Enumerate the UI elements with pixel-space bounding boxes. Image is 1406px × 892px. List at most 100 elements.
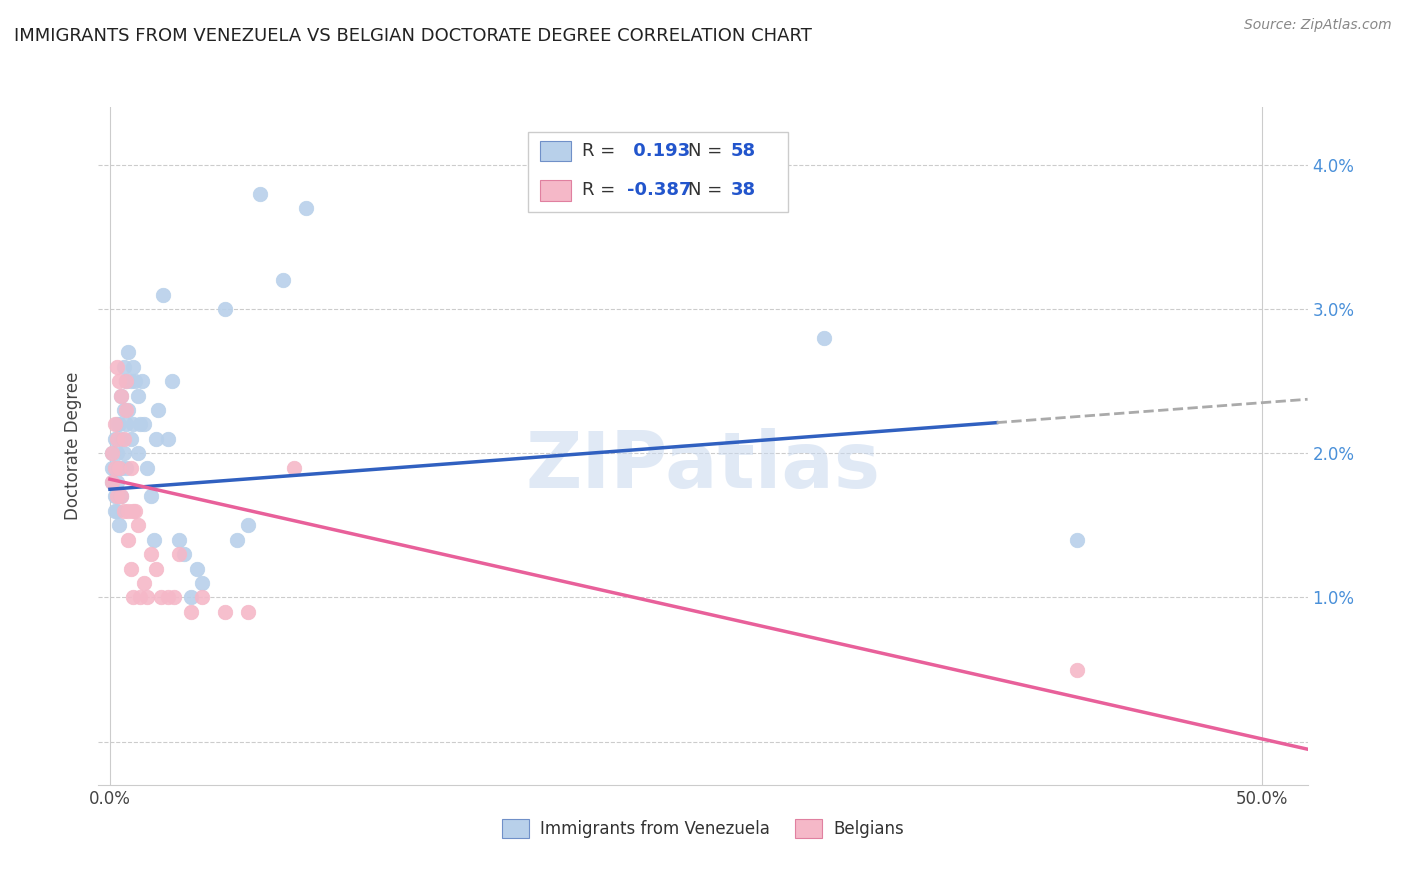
Point [120, 561, 142, 575]
Point [145, 561, 167, 575]
Legend: Immigrants from Venezuela, Belgians: Immigrants from Venezuela, Belgians [495, 812, 911, 845]
Point [105, 359, 128, 374]
Point [813, 331, 835, 345]
Point [131, 374, 153, 388]
Point [186, 561, 208, 575]
Point [112, 403, 135, 417]
Point [122, 504, 145, 518]
Point [141, 490, 163, 504]
Point [108, 460, 131, 475]
Text: 58: 58 [731, 142, 756, 160]
Point [115, 460, 138, 475]
FancyBboxPatch shape [540, 141, 571, 161]
Point [214, 301, 236, 316]
Point [148, 403, 170, 417]
Point [236, 605, 259, 619]
Point [110, 432, 132, 446]
Point [135, 591, 157, 605]
Point [115, 403, 138, 417]
Point [103, 432, 125, 446]
Point [105, 475, 128, 489]
Text: Source: ZipAtlas.com: Source: ZipAtlas.com [1244, 18, 1392, 32]
Point [141, 547, 163, 561]
Text: N =: N = [689, 142, 728, 160]
Point [117, 504, 139, 518]
Point [115, 417, 138, 432]
Point [105, 432, 128, 446]
Point [124, 374, 146, 388]
Point [128, 591, 150, 605]
Point [145, 432, 167, 446]
Point [294, 201, 316, 215]
Point [271, 273, 294, 287]
Point [108, 490, 131, 504]
Point [103, 417, 125, 432]
Y-axis label: Doctorate Degree: Doctorate Degree [63, 372, 82, 520]
Point [283, 460, 305, 475]
Point [117, 403, 139, 417]
Point [156, 432, 179, 446]
Point [127, 518, 149, 533]
Point [110, 460, 132, 475]
Text: 0.193: 0.193 [627, 142, 690, 160]
Text: 38: 38 [731, 181, 756, 200]
Point [103, 460, 125, 475]
Point [105, 504, 128, 518]
Point [112, 359, 135, 374]
Point [128, 417, 150, 432]
Point [101, 460, 124, 475]
Point [191, 591, 214, 605]
FancyBboxPatch shape [540, 180, 571, 201]
Point [167, 533, 190, 547]
Point [1066, 533, 1088, 547]
Point [160, 374, 183, 388]
Point [103, 460, 125, 475]
Point [101, 475, 124, 489]
Point [112, 504, 135, 518]
Point [134, 417, 156, 432]
Point [214, 605, 236, 619]
Point [249, 186, 271, 201]
Point [117, 345, 139, 359]
Point [117, 533, 139, 547]
Point [112, 446, 135, 460]
Point [124, 504, 146, 518]
Point [110, 490, 132, 504]
FancyBboxPatch shape [527, 132, 787, 212]
Point [152, 287, 174, 301]
Point [180, 605, 202, 619]
Point [135, 460, 157, 475]
Point [134, 576, 156, 591]
Point [110, 388, 132, 402]
Point [167, 547, 190, 561]
Point [122, 591, 145, 605]
Point [120, 374, 142, 388]
Point [112, 432, 135, 446]
Text: N =: N = [689, 181, 728, 200]
Text: IMMIGRANTS FROM VENEZUELA VS BELGIAN DOCTORATE DEGREE CORRELATION CHART: IMMIGRANTS FROM VENEZUELA VS BELGIAN DOC… [14, 27, 811, 45]
Point [1066, 663, 1088, 677]
Point [236, 518, 259, 533]
Point [180, 591, 202, 605]
Text: R =: R = [582, 181, 621, 200]
Point [108, 417, 131, 432]
Point [122, 359, 145, 374]
Point [115, 374, 138, 388]
Point [127, 388, 149, 402]
Point [122, 417, 145, 432]
Text: -0.387: -0.387 [627, 181, 692, 200]
Point [105, 446, 128, 460]
Point [108, 374, 131, 388]
Point [105, 490, 128, 504]
Point [110, 490, 132, 504]
Point [103, 504, 125, 518]
Point [191, 576, 214, 591]
Point [173, 547, 195, 561]
Point [108, 518, 131, 533]
Point [120, 460, 142, 475]
Point [149, 591, 172, 605]
Point [127, 446, 149, 460]
Point [101, 446, 124, 460]
Point [163, 591, 186, 605]
Point [110, 388, 132, 402]
